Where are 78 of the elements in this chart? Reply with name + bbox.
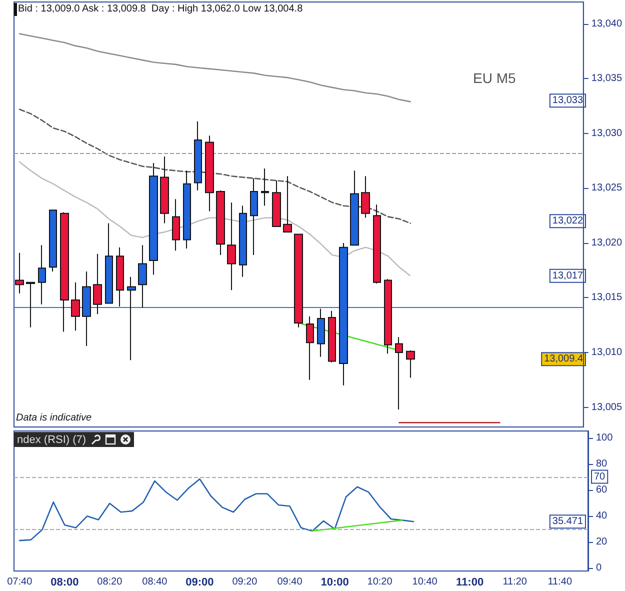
x-tick-label: 10:00: [320, 576, 349, 588]
candlestick: [38, 244, 46, 305]
x-tick-label: 11:20: [502, 576, 528, 588]
annotation: 13,017: [552, 270, 584, 282]
x-tick-label: 09:40: [277, 576, 303, 588]
x-tick-label: 08:20: [97, 576, 123, 588]
candlestick: [127, 276, 136, 361]
y-tick-label: 13,030: [591, 128, 622, 139]
y-tick-label: 13,035: [591, 73, 622, 84]
candlestick: [384, 278, 392, 354]
y-tick-label: 13,040: [591, 18, 622, 30]
candlestick: [328, 310, 336, 363]
candlestick: [339, 242, 348, 386]
text: EU M5: [473, 70, 516, 86]
y-tick-label: 13,015: [591, 292, 622, 304]
candlestick: [350, 170, 359, 246]
annotation: Data is indicative: [16, 412, 92, 424]
y-tick-label: 13,020: [591, 237, 622, 248]
candlestick: [373, 204, 381, 284]
candlestick: [361, 176, 370, 218]
line-series: [18, 33, 412, 102]
candlestick: [239, 205, 247, 278]
annotation: 13,033: [552, 95, 584, 106]
candlestick: [71, 282, 80, 332]
candlestick: [116, 246, 124, 308]
candlestick: [406, 350, 415, 378]
candlestick: [149, 162, 158, 276]
candlestick: [15, 252, 24, 294]
x-tick-label: 10:20: [367, 576, 393, 588]
candlestick: [172, 198, 180, 252]
candlestick: [93, 253, 102, 315]
candlestick: [138, 244, 147, 308]
y-tick-label: 0: [596, 562, 602, 574]
line-series: [18, 478, 414, 542]
x-tick-label: 09:20: [232, 576, 258, 588]
x-tick-label: 07:40: [7, 576, 33, 588]
y-tick-label: 13,010: [591, 347, 622, 358]
x-tick-label: 08:00: [50, 576, 79, 588]
candlestick: [395, 336, 403, 410]
x-tick-label: 11:00: [456, 576, 484, 588]
y-tick-label: 80: [596, 458, 608, 470]
y-tick-label: 20: [596, 536, 608, 548]
y-tick-label: 40: [596, 510, 608, 522]
x-tick-label: 10:40: [412, 576, 438, 588]
y-tick-label: 13,005: [591, 402, 622, 413]
x-tick-label: 08:40: [142, 576, 168, 588]
candlestick: [261, 168, 269, 206]
candlestick: [272, 180, 281, 228]
candlestick: [294, 234, 303, 328]
line-series: [18, 161, 412, 276]
candlestick: [227, 202, 236, 291]
chart-title: ndex (RSI) (7): [17, 434, 86, 446]
candlestick: [216, 190, 225, 256]
candlestick: [194, 120, 202, 191]
annotation: 13,022: [552, 216, 584, 227]
y-tick-label: 13,025: [591, 182, 622, 194]
candlestick: [26, 282, 35, 328]
candlestick: [105, 222, 113, 304]
candlestick: [183, 170, 191, 249]
candlestick: [205, 135, 214, 212]
candlestick: [250, 178, 258, 256]
y-tick-label: 100: [596, 432, 614, 444]
candlestick: [283, 176, 292, 233]
candlestick: [306, 316, 314, 380]
x-tick-label: 11:40: [548, 576, 572, 588]
candlestick: [160, 156, 169, 224]
annotation: 35.471: [552, 516, 584, 528]
candlestick: [317, 308, 325, 358]
indicator-label: ndex (RSI) (7): [14, 432, 134, 447]
candlestick: [82, 270, 91, 346]
y-tick-label: 60: [596, 484, 608, 496]
x-tick-label: 09:00: [186, 576, 214, 588]
annotation: 13,009.4: [544, 354, 584, 365]
annotation: Bid : 13,009.0 Ask : 13,009.8 Day : High 13,062.0 Low 13,004.8: [18, 4, 304, 14]
line-series: [18, 108, 412, 224]
candlestick: [60, 212, 69, 332]
ref-line-label: 70: [594, 471, 606, 482]
candlestick: [49, 210, 57, 272]
